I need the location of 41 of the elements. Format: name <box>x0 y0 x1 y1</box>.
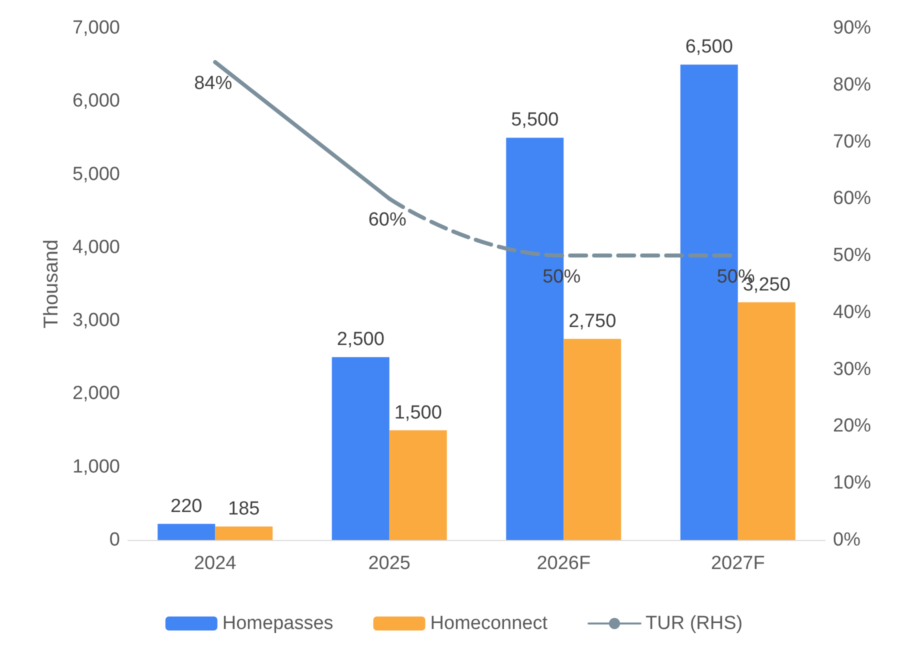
y-tick-label: 3,000 <box>72 310 120 332</box>
y-tick-label: 1,000 <box>72 456 120 478</box>
bar <box>215 526 273 540</box>
bar <box>564 338 622 540</box>
legend-label: Homeconnect <box>430 613 548 634</box>
data-label: 2,750 <box>568 310 616 332</box>
y2-tick-label: 80% <box>833 74 872 96</box>
data-label: 84% <box>194 73 232 94</box>
data-label: 60% <box>368 210 406 231</box>
y2-tick-label: 50% <box>833 245 872 266</box>
data-label: 6,500 <box>685 36 733 58</box>
data-label: 2,500 <box>336 329 384 350</box>
bar <box>158 524 216 540</box>
bar <box>738 302 796 540</box>
y-tick-label: 2,000 <box>72 383 120 404</box>
y-tick-label: 4,000 <box>72 236 120 258</box>
bar <box>332 357 390 540</box>
data-label: 5,500 <box>511 110 559 131</box>
x-tick-label: 2027F <box>710 553 765 574</box>
y-tick-label: 6,000 <box>72 90 120 112</box>
x-tick-label: 2026F <box>536 553 591 574</box>
y2-tick-label: 40% <box>833 302 872 323</box>
data-label: 1,500 <box>394 402 442 424</box>
legend-label: TUR (RHS) <box>646 613 743 634</box>
y2-tick-label: 90% <box>833 18 872 38</box>
y2-tick-label: 60% <box>833 188 872 210</box>
x-tick-label: 2025 <box>368 553 411 574</box>
legend-label: Homepasses <box>222 613 334 634</box>
data-label: 185 <box>228 498 260 520</box>
data-label: 220 <box>170 496 202 517</box>
x-tick-label: 2024 <box>194 553 237 574</box>
y2-tick-label: 0% <box>833 530 861 550</box>
y-tick-label: 5,000 <box>72 164 120 185</box>
y-axis-title: Thousand <box>40 240 63 328</box>
y2-tick-label: 10% <box>833 472 872 494</box>
y-tick-label: 0 <box>109 530 120 550</box>
y-tick-label: 7,000 <box>72 18 120 38</box>
y2-tick-label: 30% <box>833 358 872 380</box>
y2-tick-label: 70% <box>833 131 872 152</box>
y2-tick-label: 20% <box>833 416 872 437</box>
bar <box>389 430 447 540</box>
